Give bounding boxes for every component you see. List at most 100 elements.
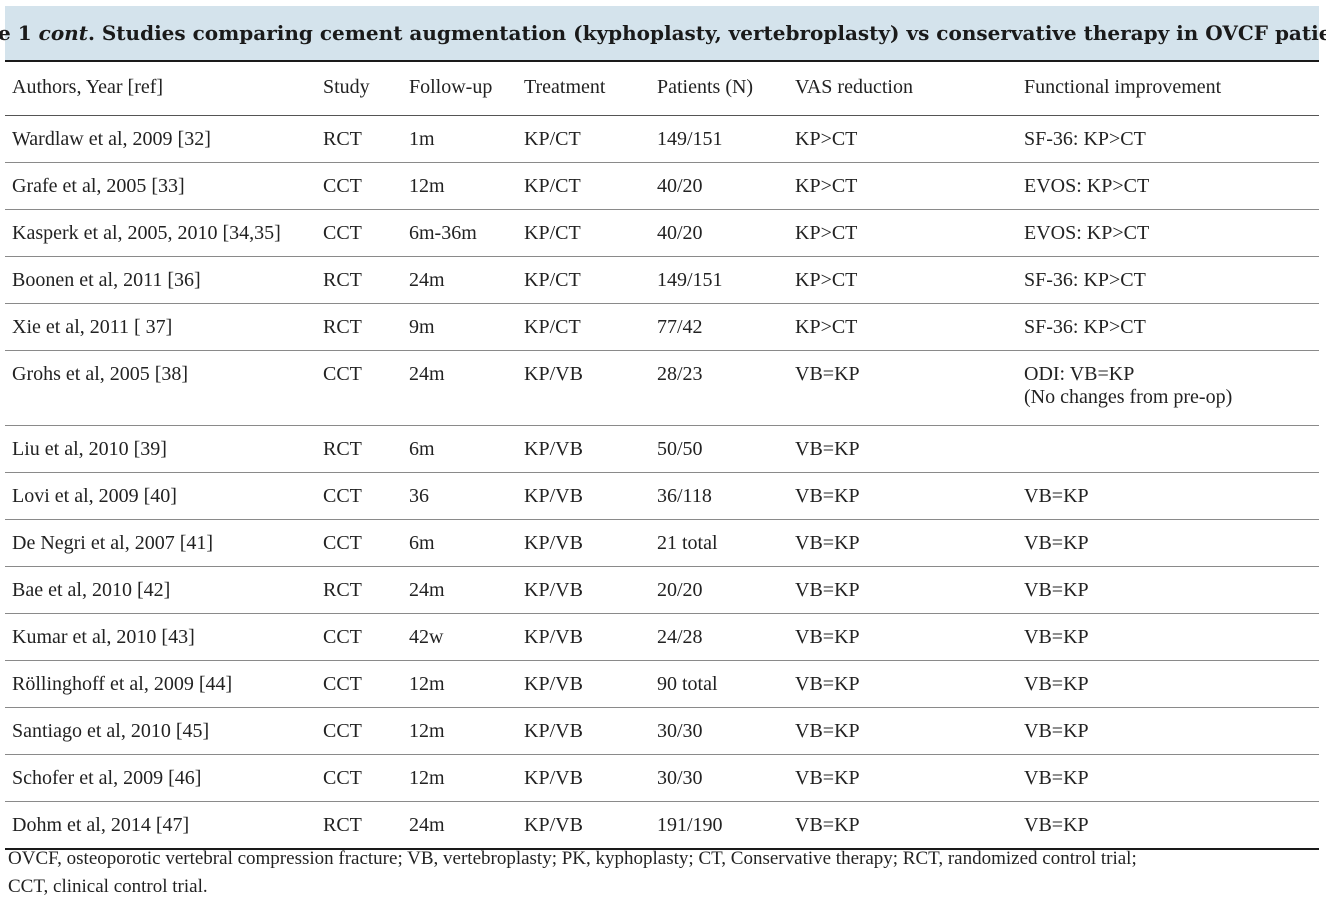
cell-authors: Xie et al, 2011 [ 37] (5, 303, 316, 351)
cell-vas: KP>CT (788, 303, 1017, 351)
caption-label-italic: cont (38, 21, 88, 45)
table-row: Wardlaw et al, 2009 [32] RCT 1m KP/CT 14… (5, 115, 1319, 163)
cell-patients: 40/20 (650, 209, 788, 257)
cell-study: CCT (316, 754, 402, 802)
table-row: De Negri et al, 2007 [41] CCT 6m KP/VB 2… (5, 519, 1319, 567)
column-header-vas: VAS reduction (788, 64, 1017, 116)
cell-treatment: KP/CT (517, 256, 650, 304)
cell-patients: 77/42 (650, 303, 788, 351)
cell-patients: 90 total (650, 660, 788, 708)
cell-authors: Grohs et al, 2005 [38] (5, 350, 316, 426)
cell-patients: 149/151 (650, 115, 788, 163)
cell-study: RCT (316, 566, 402, 614)
table-row: Xie et al, 2011 [ 37] RCT 9m KP/CT 77/42… (5, 303, 1319, 351)
cell-functional: VB=KP (1017, 754, 1319, 802)
cell-treatment: KP/CT (517, 115, 650, 163)
cell-functional: SF-36: KP>CT (1017, 303, 1319, 351)
cell-study: RCT (316, 303, 402, 351)
cell-followup: 12m (402, 162, 517, 210)
cell-vas: VB=KP (788, 519, 1017, 567)
cell-authors: Grafe et al, 2005 [33] (5, 162, 316, 210)
cell-study: RCT (316, 256, 402, 304)
table-row: Kasperk et al, 2005, 2010 [34,35] CCT 6m… (5, 209, 1319, 257)
cell-patients: 36/118 (650, 472, 788, 520)
cell-authors: Liu et al, 2010 [39] (5, 425, 316, 473)
cell-authors: Schofer et al, 2009 [46] (5, 754, 316, 802)
header-row: Authors, Year [ref] Study Follow-up Trea… (5, 64, 1319, 116)
cell-patients: 50/50 (650, 425, 788, 473)
table-footnote: OVCF, osteoporotic vertebral compression… (8, 845, 1320, 901)
cell-treatment: KP/VB (517, 660, 650, 708)
cell-authors: Röllinghoff et al, 2009 [44] (5, 660, 316, 708)
table-row: Schofer et al, 2009 [46] CCT 12m KP/VB 3… (5, 754, 1319, 802)
cell-followup: 42w (402, 613, 517, 661)
cell-vas: KP>CT (788, 115, 1017, 163)
cell-vas: VB=KP (788, 613, 1017, 661)
cell-study: RCT (316, 801, 402, 850)
cell-vas: VB=KP (788, 660, 1017, 708)
cell-authors: Bae et al, 2010 [42] (5, 566, 316, 614)
cell-patients: 149/151 (650, 256, 788, 304)
cell-treatment: KP/VB (517, 519, 650, 567)
cell-study: CCT (316, 472, 402, 520)
cell-study: CCT (316, 350, 402, 426)
table-caption: Table 1 cont. Studies comparing cement a… (0, 6, 1326, 62)
cell-treatment: KP/CT (517, 162, 650, 210)
cell-vas: VB=KP (788, 472, 1017, 520)
cell-authors: Boonen et al, 2011 [36] (5, 256, 316, 304)
cell-vas: VB=KP (788, 754, 1017, 802)
cell-study: CCT (316, 613, 402, 661)
cell-followup: 36 (402, 472, 517, 520)
cell-treatment: KP/VB (517, 754, 650, 802)
column-header-authors: Authors, Year [ref] (5, 64, 316, 116)
table-row: Santiago et al, 2010 [45] CCT 12m KP/VB … (5, 707, 1319, 755)
cell-followup: 24m (402, 566, 517, 614)
cell-study: CCT (316, 660, 402, 708)
cell-patients: 191/190 (650, 801, 788, 850)
cell-vas: VB=KP (788, 566, 1017, 614)
cell-followup: 9m (402, 303, 517, 351)
cell-followup: 24m (402, 256, 517, 304)
table-row: Lovi et al, 2009 [40] CCT 36 KP/VB 36/11… (5, 472, 1319, 520)
cell-vas: KP>CT (788, 209, 1017, 257)
caption-label: Table 1 (0, 21, 32, 45)
cell-vas: VB=KP (788, 801, 1017, 850)
column-header-functional: Functional improvement (1017, 64, 1319, 116)
cell-functional-main: ODI: VB=KP (1024, 363, 1135, 385)
cell-vas: VB=KP (788, 350, 1017, 426)
table-row: Liu et al, 2010 [39] RCT 6m KP/VB 50/50 … (5, 425, 1319, 473)
cell-functional: VB=KP (1017, 613, 1319, 661)
column-header-treatment: Treatment (517, 64, 650, 116)
column-header-study: Study (316, 64, 402, 116)
cell-authors: De Negri et al, 2007 [41] (5, 519, 316, 567)
cell-treatment: KP/VB (517, 566, 650, 614)
cell-vas: KP>CT (788, 162, 1017, 210)
cell-functional: EVOS: KP>CT (1017, 162, 1319, 210)
cell-study: RCT (316, 425, 402, 473)
studies-table: Authors, Year [ref] Study Follow-up Trea… (5, 64, 1319, 850)
cell-treatment: KP/VB (517, 472, 650, 520)
table-row: Boonen et al, 2011 [36] RCT 24m KP/CT 14… (5, 256, 1319, 304)
cell-followup: 24m (402, 801, 517, 850)
cell-vas: VB=KP (788, 425, 1017, 473)
cell-treatment: KP/CT (517, 303, 650, 351)
cell-followup: 12m (402, 660, 517, 708)
cell-patients: 40/20 (650, 162, 788, 210)
cell-authors: Lovi et al, 2009 [40] (5, 472, 316, 520)
cell-followup: 12m (402, 707, 517, 755)
cell-study: CCT (316, 707, 402, 755)
footnote-line-1: OVCF, osteoporotic vertebral compression… (8, 848, 1137, 869)
cell-authors: Dohm et al, 2014 [47] (5, 801, 316, 850)
cell-treatment: KP/VB (517, 613, 650, 661)
cell-patients: 24/28 (650, 613, 788, 661)
cell-followup: 6m (402, 425, 517, 473)
cell-functional: EVOS: KP>CT (1017, 209, 1319, 257)
cell-authors: Wardlaw et al, 2009 [32] (5, 115, 316, 163)
cell-functional: VB=KP (1017, 801, 1319, 850)
cell-treatment: KP/VB (517, 801, 650, 850)
table-row: Bae et al, 2010 [42] RCT 24m KP/VB 20/20… (5, 566, 1319, 614)
cell-functional-note: (No changes from pre-op) (1024, 386, 1233, 408)
cell-treatment: KP/VB (517, 350, 650, 426)
cell-followup: 6m-36m (402, 209, 517, 257)
cell-study: CCT (316, 162, 402, 210)
